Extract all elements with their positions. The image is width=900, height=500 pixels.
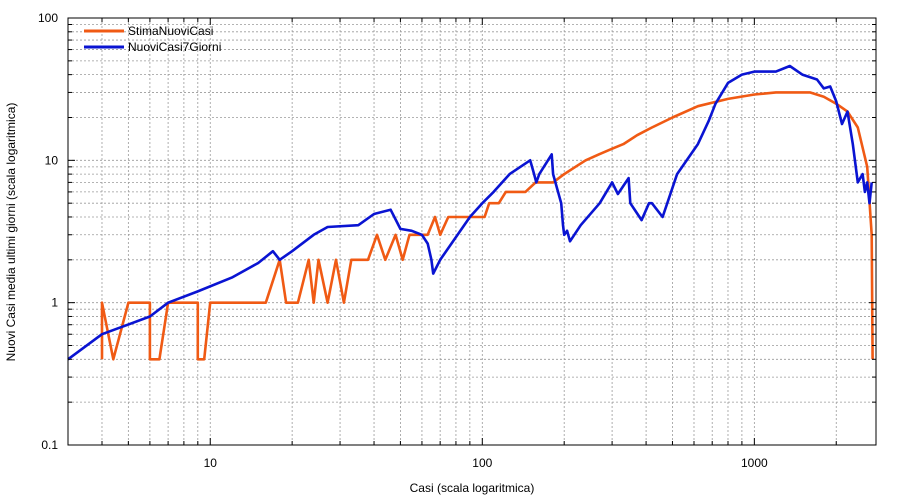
series-layer [67,64,874,361]
y-tick-label: 1 [51,296,58,310]
plot-frame [67,17,877,446]
tick-labels: 10 100 1000 0.1 1 10 100 [38,11,768,470]
x-tick-label: 1000 [741,456,768,470]
grid [67,17,876,446]
legend: StimaNuoviCasi NuoviCasi7Giorni [84,24,221,54]
y-axis-title: Nuovi Casi media ultimi giorni (scala lo… [4,103,18,362]
y-tick-label: 0.1 [41,438,58,452]
x-axis-title: Casi (scala logaritmica) [410,481,535,495]
series-line-stimanuovicasi [100,91,874,361]
ticks [67,17,876,446]
y-tick-label: 10 [45,153,59,167]
legend-label-stima: StimaNuoviCasi [128,24,213,38]
x-tick-label: 10 [204,456,218,470]
x-tick-label: 100 [472,456,492,470]
y-tick-label: 100 [38,11,58,25]
series-line-nuovicasi7giorni [67,64,873,361]
legend-label-nuovicasi7giorni: NuoviCasi7Giorni [128,40,221,54]
